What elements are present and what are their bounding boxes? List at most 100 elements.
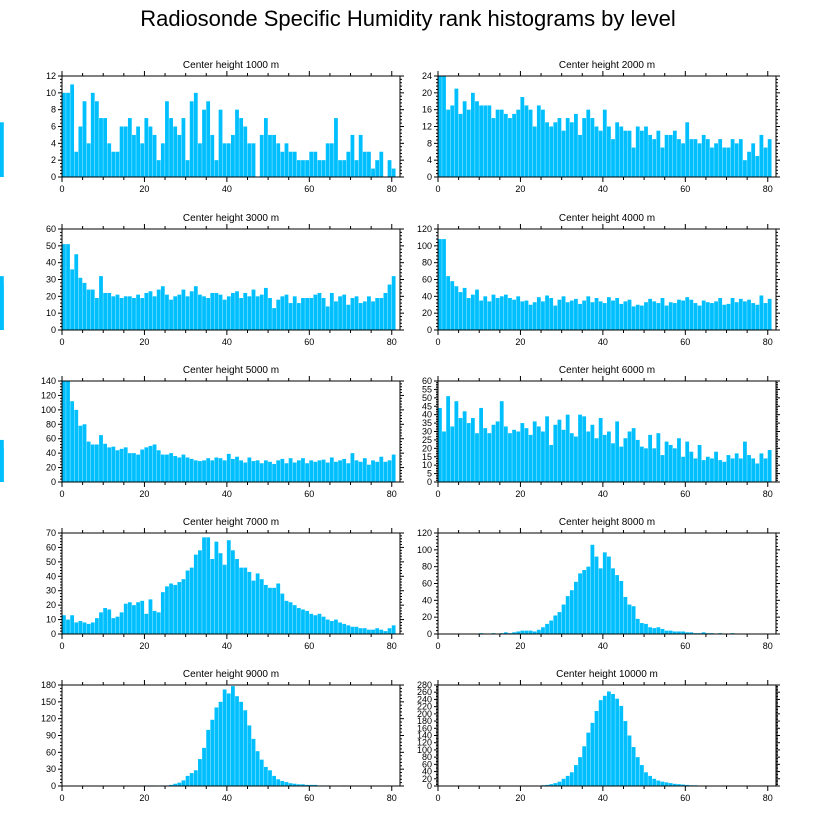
- histogram-bar: [710, 303, 714, 330]
- histogram-bar: [321, 459, 326, 482]
- histogram-bar: [524, 105, 529, 177]
- histogram-bar: [169, 118, 173, 177]
- histogram-bar: [115, 151, 120, 177]
- histogram-bar: [619, 303, 624, 330]
- histogram-bar: [301, 160, 305, 177]
- histogram-bar: [738, 458, 743, 482]
- histogram-bar: [536, 297, 541, 330]
- histogram-bar: [309, 298, 314, 330]
- histogram-bar: [206, 537, 211, 634]
- histogram-bar: [272, 775, 277, 786]
- y-tick-label: 180: [417, 716, 432, 726]
- histogram-bar: [524, 300, 529, 330]
- histogram-bar: [367, 296, 371, 330]
- histogram-bar: [313, 461, 318, 482]
- x-tick-label: 80: [763, 337, 773, 347]
- histogram-bar: [639, 446, 644, 482]
- histogram-bar: [718, 298, 723, 330]
- histogram-panel: Center height 4000 m 0 20 40 60 80 0 20 40 60 80 10…: [417, 213, 780, 347]
- histogram-bar: [317, 613, 322, 634]
- histogram-bar: [284, 782, 289, 786]
- histogram-bar: [70, 615, 75, 634]
- histogram-bar: [454, 88, 459, 177]
- histogram-bar: [631, 147, 636, 177]
- histogram-bar: [334, 118, 338, 177]
- histogram-bar: [251, 580, 256, 634]
- histogram-bar: [660, 147, 665, 177]
- histogram-bar: [198, 759, 202, 786]
- histogram-bar: [541, 301, 545, 330]
- histogram-bar: [276, 779, 281, 786]
- histogram-bar: [611, 139, 615, 177]
- histogram-bar: [383, 292, 388, 330]
- histogram-bar: [0, 439, 4, 482]
- y-tick-label: 10: [422, 460, 432, 470]
- histogram-bar: [259, 579, 264, 634]
- y-tick-label: 80: [46, 419, 56, 429]
- panel-title: Center height 5000 m: [183, 365, 279, 376]
- histogram-bar: [466, 423, 471, 482]
- histogram-bar: [362, 628, 367, 634]
- histogram-bar: [317, 160, 322, 177]
- y-tick-label: 60: [46, 542, 56, 552]
- histogram-bar: [156, 160, 161, 177]
- histogram-bar: [222, 689, 227, 786]
- histogram-bar: [561, 429, 566, 482]
- histogram-panel: Center height 1000 m 0 20 40 60 80 0 2 4 6 8 10 12: [46, 60, 404, 194]
- histogram-bar: [681, 631, 685, 634]
- histogram-bar: [82, 282, 87, 330]
- histogram-bar: [259, 134, 264, 177]
- y-tick-label: 4: [51, 138, 56, 148]
- x-tick-label: 60: [304, 641, 314, 651]
- histogram-bar: [677, 631, 681, 634]
- histogram-bar: [272, 308, 277, 330]
- histogram-bar: [263, 584, 268, 634]
- x-tick-label: 0: [435, 489, 440, 499]
- histogram-bar: [466, 109, 471, 177]
- x-tick-label: 40: [598, 793, 608, 803]
- y-tick-label: 50: [46, 557, 56, 567]
- histogram-bar: [594, 710, 599, 786]
- histogram-bar: [677, 438, 681, 482]
- y-tick-label: 50: [422, 393, 432, 403]
- histogram-bar: [259, 759, 264, 786]
- histogram-bar: [334, 619, 338, 634]
- histogram-bar: [136, 126, 140, 177]
- histogram-bar: [74, 622, 79, 634]
- histogram-bar: [672, 631, 677, 634]
- histogram-bar: [623, 301, 628, 330]
- histogram-bar: [177, 457, 182, 482]
- histogram-bar: [247, 571, 252, 634]
- histogram-bar: [202, 537, 206, 634]
- histogram-bar: [681, 784, 685, 786]
- histogram-bar: [582, 416, 587, 482]
- x-tick-label: 20: [139, 641, 149, 651]
- histogram-bar: [635, 618, 640, 634]
- histogram-bar: [611, 443, 615, 482]
- histogram-bar: [557, 781, 562, 786]
- histogram-panel: Center height 8000 m 0 20 40 60 80 0 20 40 60 80 10…: [417, 517, 780, 651]
- histogram-bar: [206, 298, 211, 330]
- histogram-bar: [561, 778, 566, 786]
- histogram-bar: [458, 113, 463, 177]
- histogram-bar: [259, 294, 264, 330]
- x-tick-label: 60: [680, 337, 690, 347]
- histogram-bar: [132, 298, 136, 330]
- histogram-bar: [342, 623, 347, 634]
- x-tick-label: 60: [680, 793, 690, 803]
- histogram-bar: [78, 621, 83, 634]
- histogram-bar: [247, 143, 252, 177]
- histogram-bar: [329, 143, 334, 177]
- histogram-bar: [107, 447, 112, 482]
- plot-frame: [61, 532, 401, 635]
- histogram-bar: [210, 292, 215, 330]
- histogram-bar: [350, 298, 355, 330]
- histogram-bar: [730, 139, 735, 177]
- histogram-bar: [165, 101, 169, 177]
- histogram-bar: [263, 460, 268, 482]
- histogram-bar: [272, 463, 277, 482]
- histogram-bar: [173, 584, 178, 634]
- histogram-bar: [677, 139, 681, 177]
- histogram-bar: [313, 615, 318, 634]
- histogram-bar: [177, 134, 182, 177]
